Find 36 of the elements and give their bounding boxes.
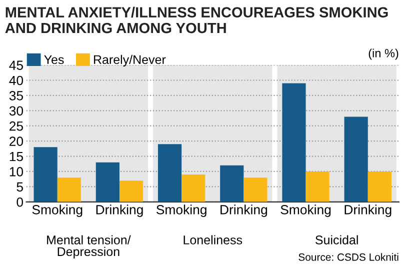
y-tick-label: 40 — [9, 76, 24, 86]
x-tick-label: Smoking — [32, 204, 82, 217]
bar — [368, 171, 392, 202]
text: Mental tension/ Depression — [47, 235, 131, 259]
bar — [220, 165, 244, 202]
bar — [119, 180, 144, 202]
x-tick-label: Drinking — [96, 204, 143, 217]
bar — [344, 116, 368, 202]
chart-title: MENTAL ANXIETY/ILLNESS ENCOUREAGES SMOKING AND DRINKING AMONG YOUTH — [5, 6, 388, 34]
y-tick-label: 45 — [9, 60, 23, 70]
legend-label: Yes — [44, 55, 64, 64]
y-tick-label: 20 — [10, 136, 24, 146]
text: Loneliness — [184, 235, 242, 244]
bar — [57, 178, 81, 202]
text: Suicidal — [316, 235, 358, 244]
bar — [306, 171, 330, 202]
bar — [244, 178, 268, 202]
y-tick-label: 35 — [9, 91, 23, 100]
y-tick-label: 15 — [10, 152, 23, 162]
y-tick-label: 30 — [9, 106, 24, 116]
bar — [158, 144, 182, 202]
y-tick-label: 0 — [16, 197, 24, 207]
bar — [182, 174, 206, 202]
bar — [282, 83, 306, 202]
y-tick-label: 10 — [10, 167, 24, 176]
bar — [34, 147, 58, 202]
y-tick-label: 5 — [16, 182, 23, 192]
x-tick-label: Drinking — [344, 204, 392, 217]
x-tick-label: Drinking — [220, 204, 268, 217]
x-tick-label: Smoking — [280, 204, 331, 217]
x-tick-label: Smoking — [156, 204, 206, 217]
legend-label: Rarely/Never — [94, 54, 166, 67]
text: (in %) — [368, 48, 398, 60]
source-note: Source: CSDS Lokniti — [298, 253, 398, 261]
y-tick-label: 25 — [10, 121, 23, 131]
bar — [96, 162, 120, 202]
